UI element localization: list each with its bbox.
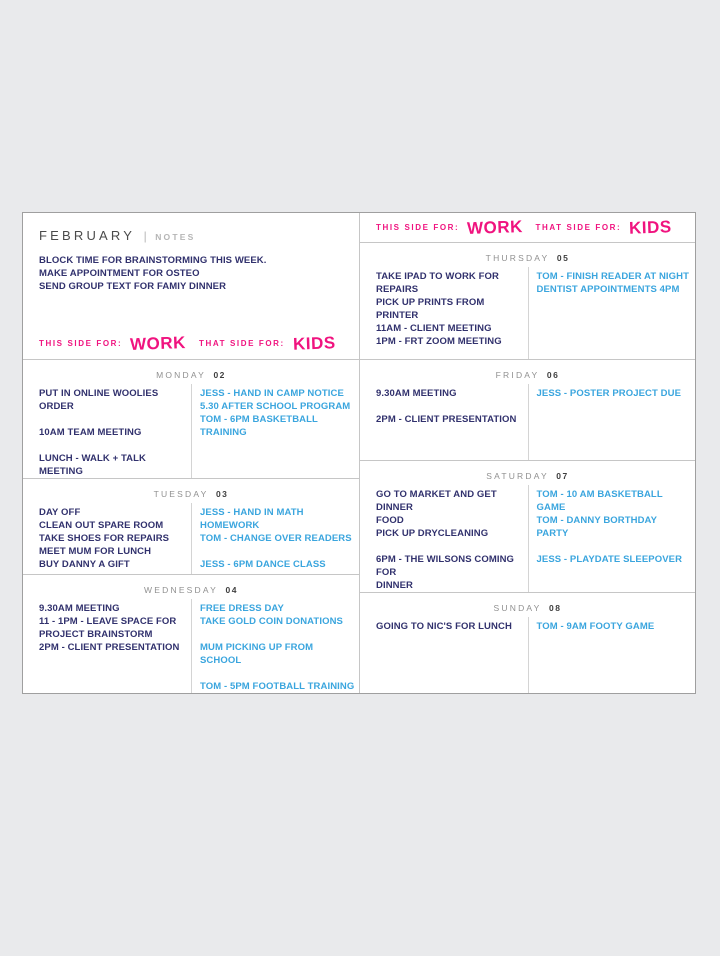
kids-column: TOM - 9AM FOOTY GAME bbox=[527, 617, 696, 693]
side-assignment-band: THIS SIDE FOR: WORK THAT SIDE FOR: KIDS bbox=[360, 213, 695, 243]
kids-column: TOM - 10 AM BASKETBALL GAME TOM - DANNY … bbox=[527, 485, 696, 592]
this-side-group: THIS SIDE FOR: WORK bbox=[39, 333, 199, 354]
work-column: DAY OFF CLEAN OUT SPARE ROOM TAKE SHOES … bbox=[23, 503, 191, 574]
that-side-value: KIDS bbox=[628, 217, 673, 238]
day-number: 05 bbox=[556, 253, 570, 263]
day-number: 02 bbox=[213, 370, 226, 380]
planner-week-spread: FEBRUARY | NOTES BLOCK TIME FOR BRAINSTO… bbox=[22, 212, 696, 694]
this-side-value: WORK bbox=[466, 217, 524, 238]
work-entries: PUT IN ONLINE WOOLIES ORDER 10AM TEAM ME… bbox=[39, 388, 159, 477]
work-column: 9.30AM MEETING 11 - 1PM - LEAVE SPACE FO… bbox=[23, 599, 191, 693]
day-cell-saturday: SATURDAY 07 GO TO MARKET AND GET DINNER … bbox=[360, 460, 695, 592]
that-side-group: THAT SIDE FOR: KIDS bbox=[199, 333, 359, 354]
day-header: THURSDAY 05 bbox=[360, 243, 695, 267]
day-name: WEDNESDAY bbox=[144, 585, 219, 595]
kids-column: TOM - FINISH READER AT NIGHT DENTIST APP… bbox=[527, 267, 696, 359]
day-name: MONDAY bbox=[156, 370, 206, 380]
planner-right-page: THIS SIDE FOR: WORK THAT SIDE FOR: KIDS … bbox=[359, 213, 695, 693]
day-number: 04 bbox=[225, 585, 238, 595]
work-column: GOING TO NIC'S FOR LUNCH bbox=[360, 617, 528, 693]
work-column: 9.30AM MEETING 2PM - CLIENT PRESENTATION bbox=[360, 384, 528, 460]
day-header: MONDAY 02 bbox=[23, 360, 359, 384]
work-column: PUT IN ONLINE WOOLIES ORDER 10AM TEAM ME… bbox=[23, 384, 191, 478]
work-entries: DAY OFF CLEAN OUT SPARE ROOM TAKE SHOES … bbox=[39, 507, 170, 570]
side-assignment-row: THIS SIDE FOR: WORK THAT SIDE FOR: KIDS bbox=[39, 333, 359, 354]
kids-column: JESS - POSTER PROJECT DUE bbox=[527, 384, 696, 460]
title-separator: | bbox=[143, 229, 147, 243]
day-name: TUESDAY bbox=[153, 489, 209, 499]
kids-entries: JESS - HAND IN MATH HOMEWORK TOM - CHANG… bbox=[200, 507, 352, 570]
day-name: SATURDAY bbox=[486, 471, 549, 481]
kids-column: JESS - HAND IN MATH HOMEWORK TOM - CHANG… bbox=[191, 503, 359, 574]
work-entries: GO TO MARKET AND GET DINNER FOOD PICK UP… bbox=[376, 489, 515, 591]
day-body: GO TO MARKET AND GET DINNER FOOD PICK UP… bbox=[360, 485, 695, 592]
this-side-value: WORK bbox=[129, 333, 187, 354]
notes-label: NOTES bbox=[155, 232, 196, 242]
day-body: TAKE IPAD TO WORK FOR REPAIRS PICK UP PR… bbox=[360, 267, 695, 359]
that-side-label: THAT SIDE FOR: bbox=[199, 339, 285, 348]
work-entries: TAKE IPAD TO WORK FOR REPAIRS PICK UP PR… bbox=[376, 271, 502, 347]
work-entries: 9.30AM MEETING 11 - 1PM - LEAVE SPACE FO… bbox=[39, 603, 180, 653]
day-name: SUNDAY bbox=[493, 603, 542, 613]
day-cell-sunday: SUNDAY 08 GOING TO NIC'S FOR LUNCH TOM -… bbox=[360, 592, 695, 693]
this-side-label: THIS SIDE FOR: bbox=[39, 339, 123, 348]
side-assignment-row: THIS SIDE FOR: WORK THAT SIDE FOR: KIDS bbox=[376, 217, 696, 238]
this-side-group: THIS SIDE FOR: WORK bbox=[376, 217, 536, 238]
day-cell-wednesday: WEDNESDAY 04 9.30AM MEETING 11 - 1PM - L… bbox=[23, 574, 359, 693]
month-title: FEBRUARY bbox=[39, 228, 136, 243]
kids-entries: TOM - 10 AM BASKETBALL GAME TOM - DANNY … bbox=[536, 489, 683, 565]
that-side-group: THAT SIDE FOR: KIDS bbox=[535, 217, 696, 238]
day-header: SUNDAY 08 bbox=[360, 593, 695, 617]
weekly-notes-text: BLOCK TIME FOR BRAINSTORMING THIS WEEK. … bbox=[39, 255, 267, 292]
work-entries: GOING TO NIC'S FOR LUNCH bbox=[376, 621, 512, 632]
kids-entries: FREE DRESS DAY TAKE GOLD COIN DONATIONS … bbox=[200, 603, 355, 692]
that-side-label: THAT SIDE FOR: bbox=[535, 223, 622, 232]
day-header: SATURDAY 07 bbox=[360, 461, 695, 485]
day-number: 08 bbox=[548, 603, 562, 613]
day-cell-monday: MONDAY 02 PUT IN ONLINE WOOLIES ORDER 10… bbox=[23, 359, 359, 478]
day-body: 9.30AM MEETING 2PM - CLIENT PRESENTATION… bbox=[360, 384, 695, 460]
work-column: TAKE IPAD TO WORK FOR REPAIRS PICK UP PR… bbox=[360, 267, 528, 359]
kids-entries: TOM - 9AM FOOTY GAME bbox=[536, 621, 655, 632]
notes-header-section: FEBRUARY | NOTES BLOCK TIME FOR BRAINSTO… bbox=[23, 213, 359, 359]
day-header: WEDNESDAY 04 bbox=[23, 575, 359, 599]
day-name: THURSDAY bbox=[485, 253, 550, 263]
day-cell-tuesday: TUESDAY 03 DAY OFF CLEAN OUT SPARE ROOM … bbox=[23, 478, 359, 574]
day-number: 06 bbox=[546, 370, 560, 380]
kids-entries: JESS - POSTER PROJECT DUE bbox=[536, 388, 682, 399]
day-body: GOING TO NIC'S FOR LUNCH TOM - 9AM FOOTY… bbox=[360, 617, 695, 693]
day-name: FRIDAY bbox=[495, 370, 540, 380]
day-header: FRIDAY 06 bbox=[360, 360, 695, 384]
day-body: PUT IN ONLINE WOOLIES ORDER 10AM TEAM ME… bbox=[23, 384, 359, 478]
this-side-label: THIS SIDE FOR: bbox=[376, 223, 460, 232]
that-side-value: KIDS bbox=[292, 333, 336, 354]
kids-column: JESS - HAND IN CAMP NOTICE 5.30 AFTER SC… bbox=[191, 384, 359, 478]
day-cell-thursday: THURSDAY 05 TAKE IPAD TO WORK FOR REPAIR… bbox=[360, 243, 695, 359]
kids-entries: JESS - HAND IN CAMP NOTICE 5.30 AFTER SC… bbox=[200, 388, 351, 438]
day-body: 9.30AM MEETING 11 - 1PM - LEAVE SPACE FO… bbox=[23, 599, 359, 693]
day-number: 03 bbox=[215, 489, 229, 499]
planner-left-page: FEBRUARY | NOTES BLOCK TIME FOR BRAINSTO… bbox=[23, 213, 359, 693]
day-header: TUESDAY 03 bbox=[23, 479, 359, 503]
month-title-row: FEBRUARY | NOTES bbox=[39, 227, 345, 245]
work-column: GO TO MARKET AND GET DINNER FOOD PICK UP… bbox=[360, 485, 528, 592]
work-entries: 9.30AM MEETING 2PM - CLIENT PRESENTATION bbox=[376, 388, 517, 425]
day-number: 07 bbox=[556, 471, 569, 481]
kids-column: FREE DRESS DAY TAKE GOLD COIN DONATIONS … bbox=[191, 599, 359, 693]
day-body: DAY OFF CLEAN OUT SPARE ROOM TAKE SHOES … bbox=[23, 503, 359, 574]
day-cell-friday: FRIDAY 06 9.30AM MEETING 2PM - CLIENT PR… bbox=[360, 359, 695, 460]
kids-entries: TOM - FINISH READER AT NIGHT DENTIST APP… bbox=[536, 271, 690, 295]
